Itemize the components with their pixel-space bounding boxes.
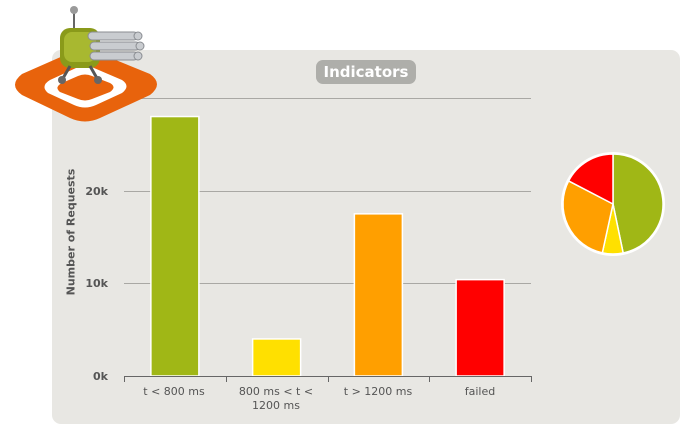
y-tick-label: 20k bbox=[85, 185, 108, 198]
pie-slice bbox=[562, 179, 614, 254]
bar bbox=[353, 213, 404, 377]
chart-title: Indicators bbox=[316, 60, 416, 84]
x-tick-label: t < 800 ms bbox=[143, 385, 205, 398]
bar bbox=[455, 278, 505, 377]
bar bbox=[251, 338, 302, 377]
bars bbox=[150, 115, 505, 377]
y-tick-label: 10k bbox=[85, 277, 108, 290]
x-tick-label: t > 1200 ms bbox=[343, 385, 413, 398]
x-tick-label: 800 ms < t < 1200 ms bbox=[238, 385, 314, 412]
gatling-logo-icon bbox=[15, 6, 157, 122]
x-axis bbox=[124, 376, 532, 382]
pie-outline bbox=[561, 152, 665, 256]
pie-slice bbox=[567, 153, 614, 206]
x-tick-label: failed bbox=[464, 385, 496, 398]
y-tick-label: 0k bbox=[93, 370, 108, 383]
pie-slice bbox=[612, 153, 664, 254]
pie-chart bbox=[561, 152, 665, 256]
bar bbox=[150, 115, 200, 377]
